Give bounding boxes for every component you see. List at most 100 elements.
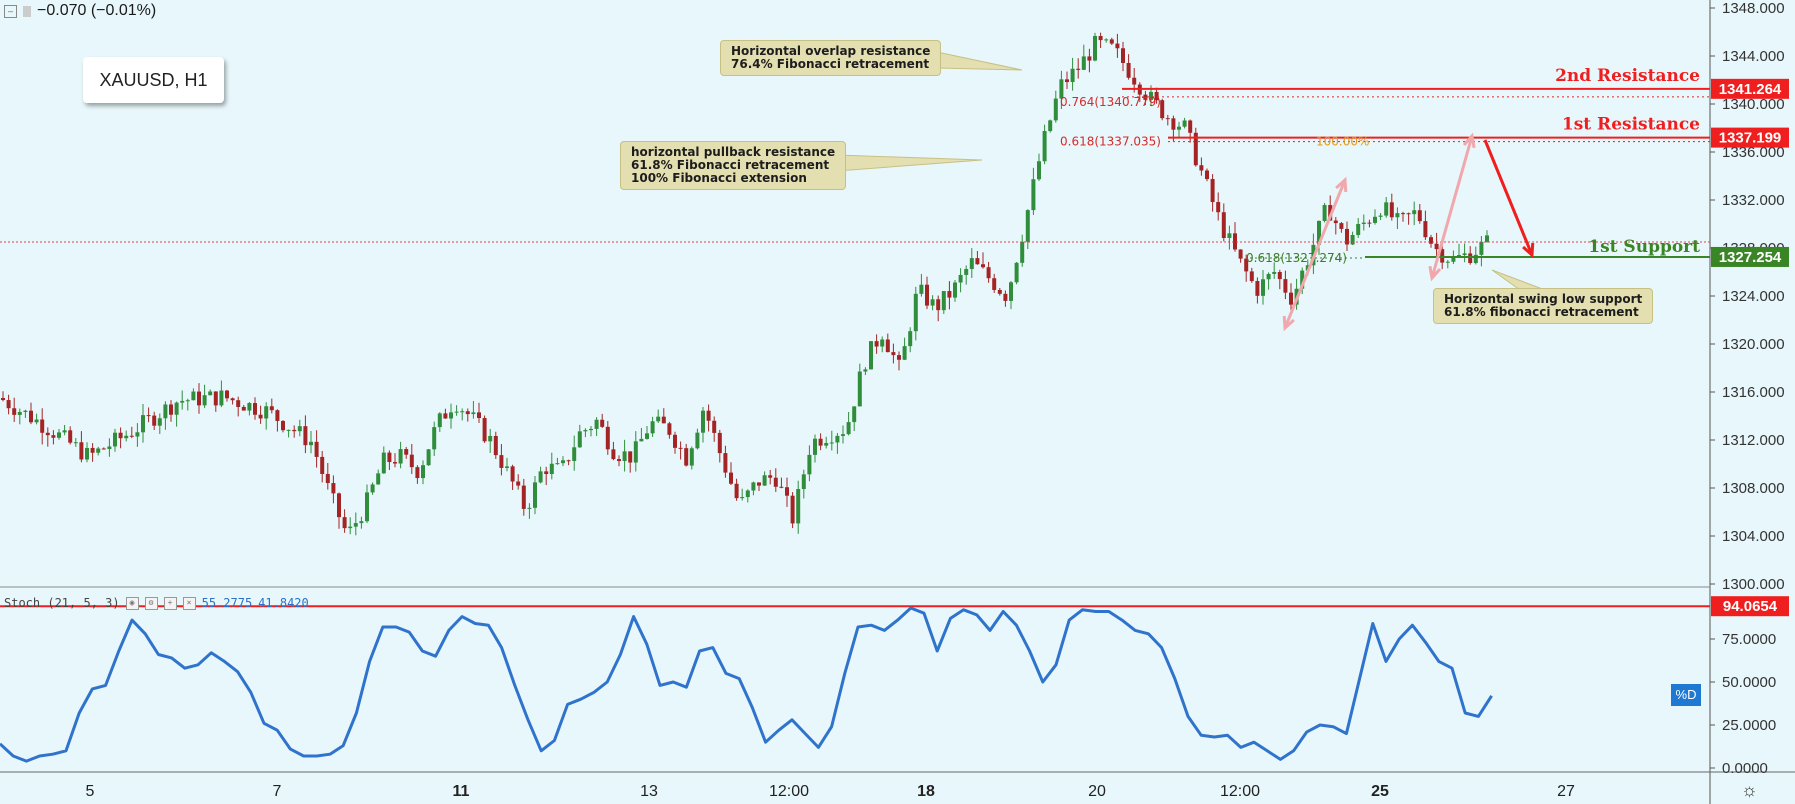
- candle-body: [1098, 35, 1103, 41]
- candle-body: [1171, 118, 1176, 130]
- candle-body: [684, 448, 689, 466]
- stoch-d-value: 41.8420: [258, 596, 309, 610]
- candle-body: [415, 467, 420, 479]
- candle-body: [482, 418, 487, 442]
- candle-body: [40, 419, 45, 433]
- price-axis-label: 1304.000: [1722, 528, 1785, 545]
- candle-body: [236, 400, 241, 407]
- candle-body: [1373, 216, 1377, 223]
- candle-body: [348, 526, 353, 529]
- candle-body: [1317, 220, 1321, 245]
- second-resistance-price-badge-bg: [1711, 78, 1789, 99]
- candle-body: [421, 465, 425, 479]
- candle-body: [1261, 279, 1265, 296]
- stoch-d-line: [0, 606, 1493, 763]
- candle-body: [135, 432, 140, 437]
- candle-body: [611, 449, 616, 460]
- candle-body: [208, 391, 213, 396]
- candle-body: [1188, 120, 1193, 133]
- candle-body: [241, 406, 246, 411]
- candle-body: [96, 448, 101, 453]
- candle-body: [689, 448, 694, 466]
- candle-body: [1104, 39, 1109, 41]
- candle-body: [1154, 91, 1159, 101]
- candle-body: [891, 352, 896, 356]
- candle-body: [230, 398, 235, 401]
- candle-body: [628, 451, 633, 463]
- swing-arrow-1: [1283, 179, 1347, 329]
- candle-body: [275, 410, 280, 421]
- stoch-axis-label: 50.0000: [1722, 674, 1776, 691]
- candle-body: [79, 442, 84, 460]
- collapse-icon[interactable]: –: [4, 4, 17, 18]
- candle-body: [477, 412, 481, 419]
- first-support-label: 1st Support: [1588, 237, 1700, 257]
- candle-body: [449, 412, 453, 419]
- candle-body: [723, 453, 728, 473]
- candle-body: [986, 267, 991, 279]
- candle-body: [1121, 48, 1125, 63]
- candle-body: [1322, 205, 1327, 221]
- candle-body: [1266, 273, 1271, 280]
- time-axis-label: 18: [917, 783, 935, 800]
- candle-body: [818, 438, 823, 446]
- candle-body: [393, 462, 397, 464]
- candle-body: [667, 423, 672, 435]
- candle-body: [1395, 213, 1400, 218]
- candle-body: [107, 446, 112, 450]
- candle-body: [527, 507, 532, 509]
- candle-body: [1485, 235, 1489, 242]
- candle-body: [337, 493, 341, 518]
- candle-body: [1434, 243, 1439, 250]
- candle-body: [152, 415, 157, 426]
- settings-icon[interactable]: ⚙: [144, 596, 158, 610]
- candle-body: [1350, 234, 1355, 245]
- candle-body: [790, 495, 795, 524]
- close-icon[interactable]: ×: [182, 596, 196, 610]
- candle-body: [1361, 222, 1366, 224]
- swing-arrow-1-head: [1282, 315, 1295, 332]
- price-change: −0.070 (−0.01%): [37, 2, 157, 19]
- candle-body: [325, 473, 330, 484]
- candle-body: [1059, 79, 1064, 99]
- forecast-arrow: [1483, 139, 1534, 256]
- candle-body: [958, 274, 963, 283]
- candle-body: [359, 521, 364, 524]
- candle-body: [57, 432, 61, 438]
- candle-body: [846, 422, 851, 435]
- plus-icon[interactable]: +: [163, 596, 177, 610]
- overlap-resistance-callout: Horizontal overlap resistance 76.4% Fibo…: [720, 40, 942, 76]
- candle-body: [925, 284, 929, 306]
- candle-body: [1277, 271, 1282, 280]
- candle-body: [124, 435, 129, 439]
- candle-body: [941, 291, 946, 311]
- candle-body: [197, 391, 201, 406]
- candle-body: [869, 341, 873, 370]
- swing-arrow-2-head: [1428, 265, 1442, 282]
- candle-body: [225, 390, 229, 399]
- stoch-level-badge: 94.0654: [1723, 598, 1778, 615]
- candle-body: [745, 490, 750, 498]
- candle-body: [577, 431, 582, 448]
- candle-body: [1081, 56, 1086, 70]
- candle-body: [353, 523, 358, 527]
- candle-body: [566, 460, 571, 462]
- candle-body: [73, 442, 78, 444]
- eye-icon[interactable]: ◉: [125, 596, 139, 610]
- candle-body: [1216, 202, 1221, 213]
- candle-body: [1468, 253, 1473, 264]
- price-axis-label: 1300.000: [1722, 576, 1785, 593]
- candle-body: [1070, 68, 1075, 83]
- stoch-axis-label: 75.0000: [1722, 631, 1776, 648]
- candle-body: [857, 371, 862, 407]
- flag-icon[interactable]: [23, 5, 31, 17]
- candle-body: [1356, 223, 1361, 235]
- gear-icon[interactable]: ☼: [1741, 780, 1758, 800]
- candle-body: [85, 447, 89, 460]
- candle-body: [1384, 202, 1389, 216]
- candle-body: [1037, 161, 1041, 180]
- candle-body: [589, 428, 593, 431]
- candle-body: [1065, 79, 1069, 83]
- candle-body: [678, 447, 683, 449]
